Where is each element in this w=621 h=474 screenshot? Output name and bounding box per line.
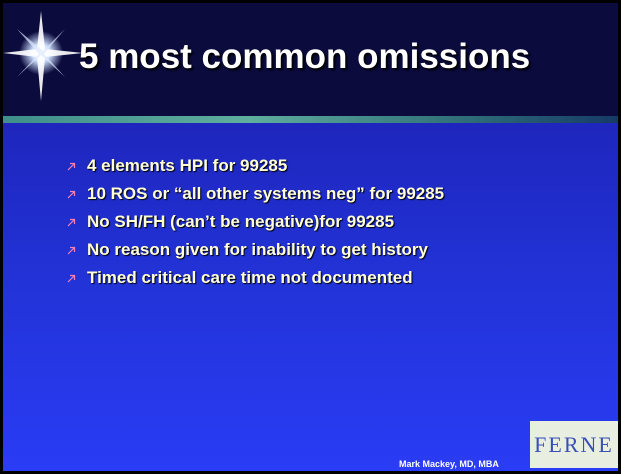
title-rule [3,116,618,123]
bullet-marker [67,190,76,199]
bullet: 4 elements HPI for 99285 [63,152,444,180]
bullet-marker [67,246,76,255]
bullet: No reason given for inability to get his… [63,236,444,264]
slide-title: 5 most common omissions [79,37,530,77]
footer-author: Mark Mackey, MD, MBA [399,459,499,469]
bullet: 10 ROS or “all other systems neg” for 99… [63,180,444,208]
page: 5 most common omissions 4 elements HPI f… [0,0,621,474]
slide: 5 most common omissions 4 elements HPI f… [0,0,621,474]
bullet: No SH/FH (can’t be negative)for 99285 [63,208,444,236]
bullet-marker [67,274,76,283]
bullet-text: 10 ROS or “all other systems neg” for 99… [87,184,444,203]
bullet-marker [67,162,76,171]
logo-text: FERNE [534,432,614,458]
bullet-text: Timed critical care time not documented [87,268,413,287]
bullet-marker [67,218,76,227]
logo: FERNE [530,421,618,468]
bullet: Timed critical care time not documented [63,264,444,292]
bullet-list: 4 elements HPI for 99285 10 ROS or “all o… [63,152,444,292]
bullet-text: 4 elements HPI for 99285 [87,156,287,175]
bullet-text: No reason given for inability to get his… [87,240,428,259]
bullet-text: No SH/FH (can’t be negative)for 99285 [87,212,394,231]
